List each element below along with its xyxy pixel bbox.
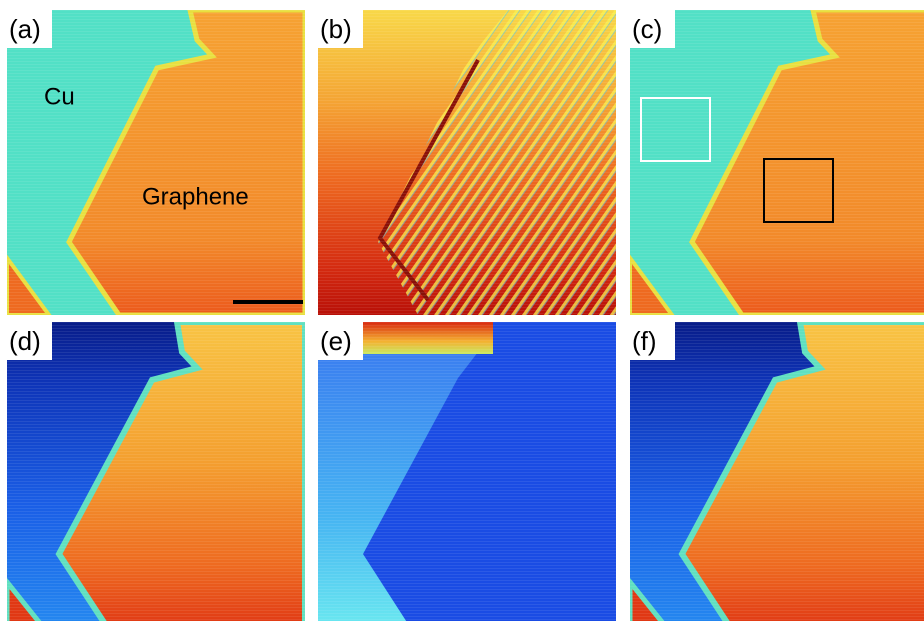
- panel-label: (b): [320, 14, 352, 44]
- panel-label: (a): [9, 14, 41, 44]
- panel-label: (f): [632, 326, 657, 356]
- panel-a: [7, 10, 305, 315]
- panel-b: [318, 10, 616, 315]
- panel-label: (d): [9, 326, 41, 356]
- panel-label: (c): [632, 14, 662, 44]
- panel-c: [630, 10, 924, 315]
- panel-label: (e): [320, 326, 352, 356]
- figure: (a) (b) (c) (d) (e) (f) Cu Graphene: [0, 0, 924, 621]
- panel-e: [318, 322, 616, 621]
- annotation: Cu: [44, 83, 75, 110]
- annotation: Graphene: [142, 183, 249, 210]
- panel-f: [630, 322, 924, 621]
- panel-d: [7, 322, 305, 621]
